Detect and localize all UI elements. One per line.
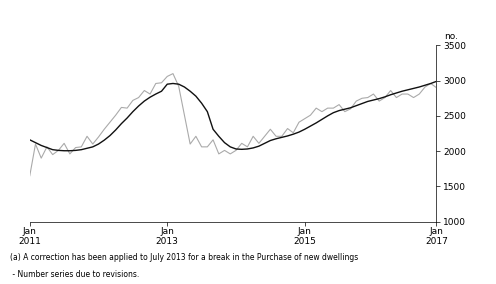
Text: - Number series due to revisions.: - Number series due to revisions.	[10, 270, 139, 279]
Text: (a) A correction has been applied to July 2013 for a break in the Purchase of ne: (a) A correction has been applied to Jul…	[10, 253, 358, 262]
Text: no.: no.	[444, 32, 458, 41]
